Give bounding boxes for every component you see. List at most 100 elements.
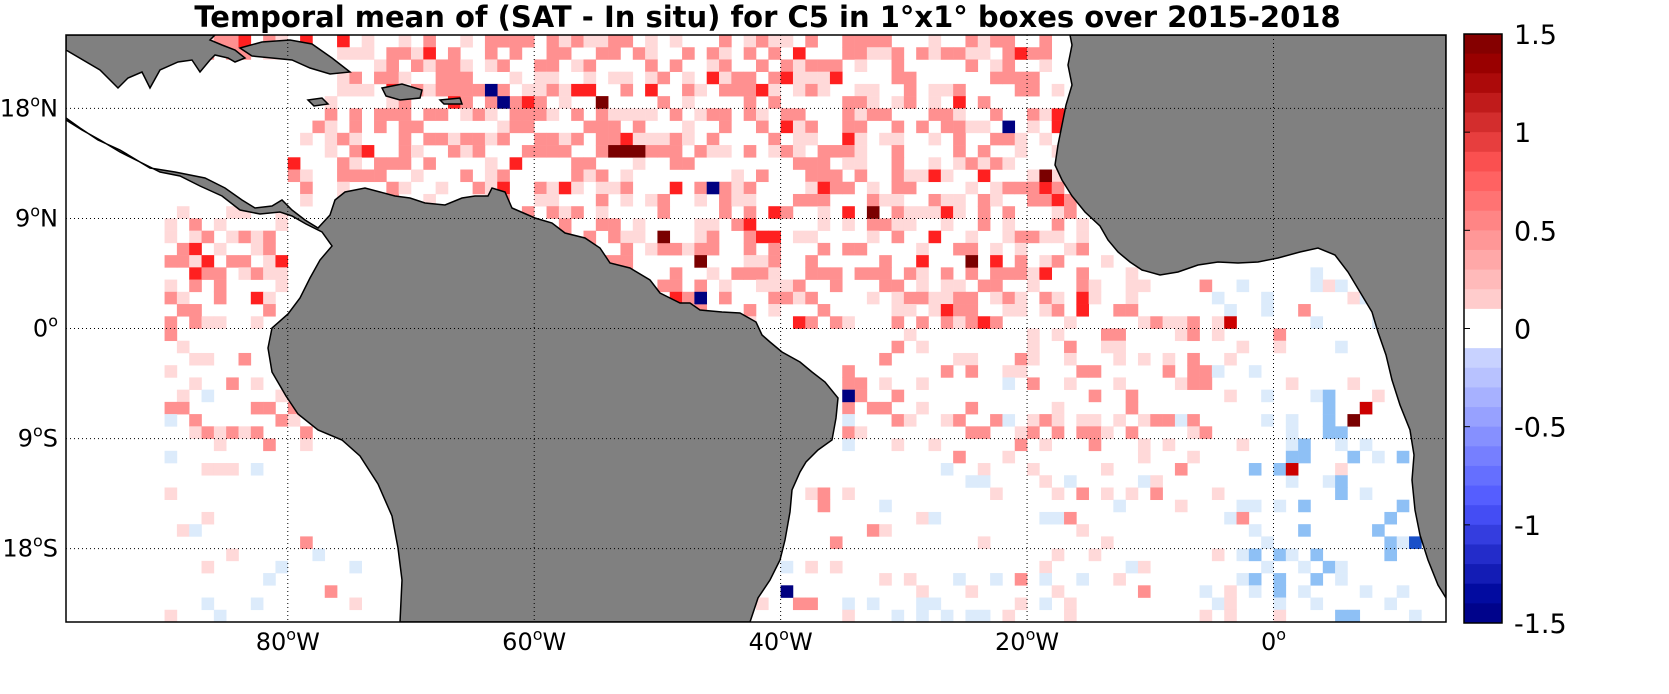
- grid-cell: [817, 499, 831, 513]
- grid-cell: [1088, 548, 1102, 562]
- grid-cell: [682, 47, 695, 60]
- grid-cell-notable: [497, 96, 510, 109]
- grid-cell: [1064, 340, 1077, 354]
- grid-cell: [903, 328, 917, 342]
- grid-cell: [990, 279, 1003, 293]
- grid-cell: [164, 316, 178, 329]
- grid-cell: [1027, 267, 1040, 280]
- grid-cell: [1014, 438, 1028, 452]
- grid-cell: [534, 145, 547, 158]
- lat-tick-labels: 18oN 9oN 0o 9oS 18oS: [0, 91, 58, 562]
- grid-cell: [558, 132, 572, 146]
- grid-cell: [164, 450, 178, 464]
- grid-cell: [743, 230, 757, 244]
- grid-cell: [632, 47, 646, 60]
- colorbar-segment: [1464, 73, 1502, 94]
- grid-cell: [460, 71, 473, 85]
- grid-cell: [386, 181, 399, 195]
- grid-cell: [1273, 597, 1287, 611]
- grid-cell-notable: [694, 255, 708, 268]
- grid-cell: [620, 193, 634, 207]
- grid-cell: [608, 132, 621, 146]
- grid-cell: [940, 463, 954, 476]
- grid-cell: [1137, 352, 1151, 366]
- grid-cell: [1322, 389, 1336, 403]
- grid-cell: [1137, 475, 1151, 488]
- grid-cell: [1014, 426, 1028, 439]
- grid-cell: [891, 71, 905, 85]
- grid-cell: [682, 120, 695, 134]
- grid-cell: [201, 352, 215, 366]
- grid-cell: [337, 157, 350, 170]
- colorbar-segment: [1464, 407, 1502, 428]
- grid-cell: [953, 573, 966, 586]
- grid-cell: [977, 426, 991, 439]
- colorbar-tick-label: 0: [1514, 315, 1531, 346]
- grid-cell: [1076, 279, 1089, 293]
- grid-cell: [891, 218, 905, 231]
- colorbar-tick-label: 1: [1514, 118, 1531, 149]
- grid-cell: [521, 145, 535, 158]
- land-americas: [66, 35, 839, 622]
- grid-cell: [201, 560, 215, 574]
- grid-cell: [1285, 414, 1299, 427]
- grid-cell: [1101, 426, 1114, 439]
- grid-cell: [1150, 414, 1163, 427]
- grid-cell: [1187, 352, 1200, 366]
- grid-cell: [275, 279, 289, 293]
- grid-cell: [546, 108, 560, 121]
- grid-cell: [645, 242, 658, 256]
- grid-cell: [953, 108, 966, 121]
- grid-cell: [792, 316, 806, 329]
- grid-cell: [164, 255, 178, 268]
- grid-cell: [608, 230, 621, 244]
- grid-cell: [768, 267, 781, 280]
- grid-cell: [682, 71, 695, 85]
- grid-cell: [1027, 352, 1040, 366]
- grid-cell: [263, 304, 276, 317]
- grid-cell: [1199, 609, 1213, 622]
- grid-cell: [1014, 83, 1028, 97]
- grid-cell: [213, 267, 227, 280]
- grid-cell: [916, 206, 929, 219]
- grid-cell: [1064, 206, 1077, 219]
- grid-cell: [1051, 548, 1065, 562]
- grid-cell: [953, 83, 966, 97]
- grid-cell: [1039, 132, 1053, 146]
- grid-cell: [164, 414, 178, 427]
- grid-cell: [1125, 279, 1139, 293]
- grid-cell: [349, 597, 363, 611]
- grid-cell: [891, 206, 905, 219]
- grid-cell: [805, 267, 818, 280]
- grid-cell-notable: [1039, 169, 1053, 183]
- grid-cell: [817, 169, 831, 183]
- grid-cell: [965, 609, 979, 622]
- grid-cell: [891, 304, 905, 317]
- grid-cell: [743, 267, 757, 280]
- grid-cell: [1113, 573, 1126, 586]
- grid-cell: [719, 71, 732, 85]
- grid-cell: [669, 108, 683, 121]
- grid-cell: [965, 585, 979, 598]
- grid-cell: [768, 83, 781, 97]
- grid-cell: [263, 401, 276, 415]
- grid-cell: [521, 108, 535, 121]
- grid-cell: [374, 108, 387, 121]
- grid-cell: [213, 218, 227, 231]
- grid-cell: [854, 377, 868, 390]
- grid-cell: [164, 279, 178, 293]
- grid-cell: [719, 181, 732, 195]
- grid-cell: [977, 169, 991, 183]
- grid-cell: [472, 108, 486, 121]
- grid-cell: [632, 132, 646, 146]
- grid-cell: [386, 108, 399, 121]
- grid-cell: [953, 193, 966, 207]
- grid-cell: [916, 401, 929, 415]
- grid-cell: [743, 218, 757, 231]
- grid-cell: [1002, 291, 1016, 305]
- grid-cell: [1076, 267, 1089, 280]
- grid-cell: [928, 597, 942, 611]
- grid-cell: [891, 132, 905, 146]
- grid-cell: [706, 108, 720, 121]
- grid-cell: [953, 47, 966, 60]
